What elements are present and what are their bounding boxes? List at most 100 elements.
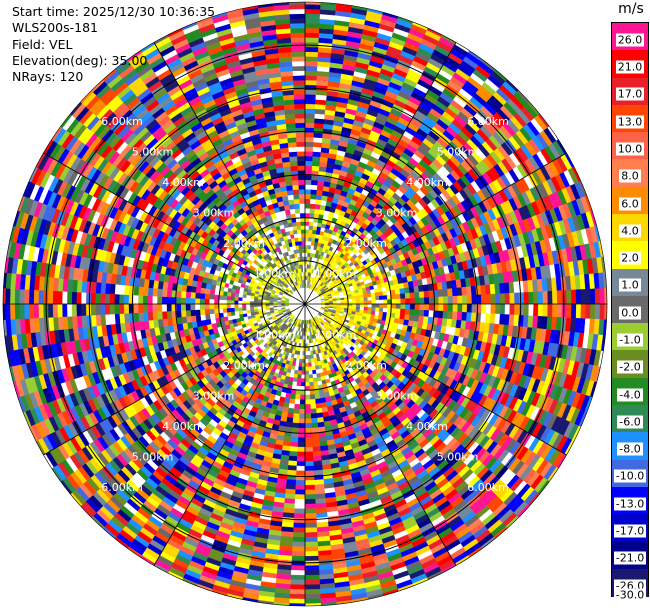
velocity-gate <box>315 407 323 414</box>
velocity-gate <box>414 309 420 317</box>
velocity-gate <box>428 310 435 318</box>
velocity-gate <box>575 289 582 305</box>
velocity-gate <box>289 593 306 600</box>
velocity-gate <box>304 408 312 415</box>
velocity-gate <box>585 303 591 320</box>
velocity-gate <box>298 408 306 415</box>
velocity-gate <box>311 422 319 429</box>
velocity-gate <box>307 354 312 360</box>
velocity-gate <box>304 198 311 204</box>
velocity-gate <box>304 508 317 514</box>
velocity-gate <box>571 303 577 319</box>
velocity-gate <box>310 189 318 195</box>
velocity-gate <box>307 347 311 352</box>
velocity-gate <box>296 451 306 457</box>
velocity-gate <box>292 532 306 538</box>
velocity-gate <box>287 465 297 471</box>
velocity-gate <box>304 13 321 20</box>
velocity-gate <box>359 300 365 305</box>
velocity-gate <box>288 403 295 409</box>
velocity-gate <box>352 301 357 305</box>
velocity-gate <box>290 574 306 581</box>
velocity-gate <box>312 141 323 148</box>
velocity-gate <box>585 288 591 305</box>
velocity-gate <box>308 366 313 372</box>
velocity-gate <box>383 303 388 309</box>
velocity-gate <box>387 299 392 305</box>
velocity-gate <box>304 141 314 147</box>
velocity-gate <box>423 310 430 318</box>
velocity-gate <box>304 103 316 110</box>
velocity-gate <box>304 160 313 166</box>
velocity-gate <box>304 527 318 533</box>
velocity-gate <box>293 522 306 529</box>
velocity-gate <box>304 75 318 81</box>
velocity-gate <box>400 298 406 305</box>
velocity-gate <box>298 423 306 429</box>
velocity-gate <box>367 307 373 312</box>
velocity-gate <box>304 108 316 114</box>
velocity-gate <box>304 427 313 434</box>
velocity-gate <box>307 362 312 368</box>
velocity-gate <box>304 362 309 368</box>
velocity-gate <box>293 408 300 415</box>
velocity-gate <box>438 296 444 305</box>
velocity-gate <box>312 146 322 153</box>
velocity-gate <box>308 225 314 231</box>
velocity-gate <box>311 369 317 375</box>
velocity-gate <box>400 308 406 315</box>
velocity-gate <box>523 303 530 316</box>
velocity-gate <box>304 541 318 548</box>
velocity-gate <box>304 489 316 495</box>
velocity-gate <box>297 437 306 443</box>
velocity-gate <box>308 233 313 238</box>
velocity-gate <box>457 295 463 305</box>
velocity-gate <box>304 27 320 34</box>
velocity-gate <box>293 513 306 519</box>
velocity-gate <box>304 479 315 486</box>
velocity-gate <box>304 232 309 238</box>
velocity-gate <box>291 427 299 434</box>
velocity-gate <box>288 450 298 457</box>
velocity-gate <box>509 303 515 316</box>
velocity-gate <box>556 303 563 318</box>
velocity-gate <box>304 389 311 396</box>
velocity-gate <box>304 46 319 53</box>
velocity-gate <box>518 292 525 305</box>
velocity-gate <box>366 293 372 298</box>
velocity-gate <box>470 285 477 296</box>
velocity-gate <box>304 565 320 571</box>
velocity-gate <box>304 465 314 472</box>
velocity-gate <box>371 300 377 305</box>
velocity-gate <box>312 155 321 162</box>
velocity-gate <box>310 184 318 191</box>
velocity-gate <box>293 508 306 514</box>
velocity-gate <box>312 455 322 462</box>
velocity-gate <box>466 303 473 313</box>
velocity-gate <box>289 588 306 595</box>
velocity-gate <box>442 288 449 298</box>
velocity-gate <box>359 303 365 308</box>
velocity-gate <box>308 370 313 375</box>
velocity-gate <box>304 451 314 457</box>
velocity-gate <box>499 293 506 305</box>
velocity-gate <box>294 489 306 495</box>
velocity-gate <box>370 292 376 298</box>
velocity-gate <box>542 291 549 305</box>
velocity-gate <box>447 288 454 297</box>
velocity-gate <box>371 296 376 301</box>
velocity-gates <box>2 1 608 607</box>
velocity-gate <box>290 565 306 571</box>
velocity-gate <box>378 291 384 297</box>
velocity-gate <box>289 398 296 405</box>
velocity-gate <box>447 303 454 312</box>
velocity-gate <box>379 299 384 305</box>
velocity-gate <box>451 287 458 297</box>
velocity-gate <box>375 303 380 309</box>
velocity-gate <box>304 165 313 171</box>
velocity-gate <box>298 413 306 420</box>
velocity-gate <box>537 303 544 317</box>
velocity-gate <box>419 297 425 305</box>
velocity-gate <box>304 248 309 253</box>
velocity-gate <box>408 286 415 294</box>
